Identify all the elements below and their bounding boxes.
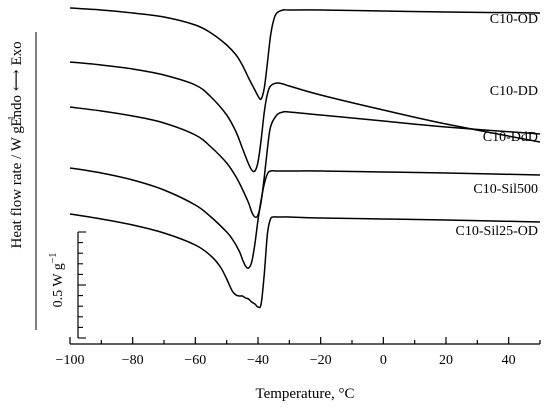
series-line-c10-dd <box>69 61 541 173</box>
exo-label: Exo <box>9 41 25 65</box>
x-tick-label--40: −40 <box>247 353 269 368</box>
y-axis-title: Heat flow rate / W g−1 <box>7 116 25 249</box>
series-label-c10-sil500: C10-Sil500 <box>473 182 538 197</box>
direction-indicator: Endo ⟷ Exo <box>9 41 25 126</box>
x-tick-label--60: −60 <box>184 353 206 368</box>
x-tick-label--20: −20 <box>310 353 332 368</box>
svg-text:Endo⟷Exo: Endo ⟷ Exo <box>9 41 25 126</box>
endo-label: Endo <box>9 95 25 127</box>
x-ticks-layer: −100 −80 −60 −40 −20 0 20 40 <box>56 337 541 368</box>
y-axis-title-text: Heat flow rate / W g <box>9 126 25 249</box>
svg-text:Heat flow rate / W g−1: Heat flow rate / W g−1 <box>7 116 25 249</box>
series-line-c10-ddd <box>69 106 541 218</box>
x-axis-title: Temperature, °C <box>255 386 354 402</box>
series-label-c10-dd: C10-DD <box>490 84 538 99</box>
scale-bar-label-text: 0.5 W g <box>51 263 66 307</box>
series-label-c10-sil25-od: C10-Sil25-OD <box>456 224 538 239</box>
series-line-c10-sil25-od <box>69 213 541 309</box>
x-tick-label-0: 0 <box>380 353 387 368</box>
scale-bar-label: 0.5 W g−1 <box>48 253 66 308</box>
series-labels-layer: C10-OD C10-DD C10-DdD C10-Sil500 C10-Sil25-O… <box>456 12 538 239</box>
scale-bar-ticks <box>78 231 86 339</box>
direction-arrow: ⟷ <box>9 69 25 91</box>
scale-bar: 0.5 W g−1 <box>48 231 86 339</box>
series-line-c10-od <box>69 7 541 101</box>
x-tick-label--80: −80 <box>122 353 144 368</box>
x-tick-label--100: −100 <box>56 353 85 368</box>
svg-text:0.5 W g−1: 0.5 W g−1 <box>48 253 66 308</box>
scale-bar-label-sup: −1 <box>48 253 59 264</box>
series-label-c10-od: C10-OD <box>490 12 538 27</box>
y-axis-title-sup: −1 <box>7 116 18 127</box>
series-label-c10-ddd: C10-DdD <box>483 130 538 145</box>
curves-layer <box>69 7 541 309</box>
x-tick-label-20: 20 <box>439 353 453 368</box>
series-line-c10-sil500 <box>69 167 541 269</box>
x-tick-label-40: 40 <box>502 353 516 368</box>
